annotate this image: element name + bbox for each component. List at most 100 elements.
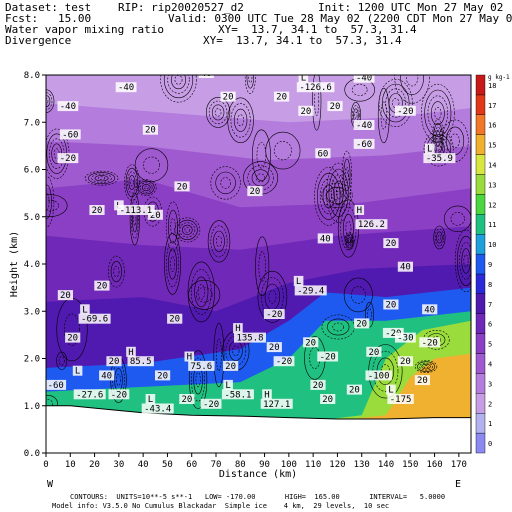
colorbar-swatch	[475, 273, 486, 294]
contour-line	[46, 92, 53, 111]
contour-label-text: 20	[276, 93, 287, 103]
colorbar-label: 7	[488, 301, 492, 309]
contour-label: L	[293, 275, 304, 287]
contour-line	[113, 266, 120, 278]
contour-line	[141, 184, 151, 192]
x-tick-label: 110	[305, 460, 321, 470]
contour-label: 60	[315, 148, 331, 159]
contour-line	[135, 179, 157, 196]
contour-label: 20	[310, 379, 326, 391]
contour-line	[210, 225, 228, 258]
x-tick-label: 100	[281, 460, 297, 470]
y-tick-label: 8.0	[24, 71, 40, 81]
contour-label: 40	[198, 75, 214, 79]
contour-line	[213, 322, 225, 388]
contour-line	[433, 225, 446, 250]
colorbar-swatch	[475, 432, 486, 454]
contour-line	[127, 171, 137, 194]
contour-label-text: -20	[203, 400, 219, 410]
contour-line	[168, 248, 177, 280]
contour-label: 20	[167, 313, 183, 325]
x-tick-label: 80	[235, 460, 246, 470]
x-tick-label: 150	[402, 460, 418, 470]
contour-line	[436, 231, 443, 244]
terrain-profile	[46, 405, 471, 453]
x-tick-label: 170	[451, 460, 467, 470]
contour-label: 40	[317, 233, 333, 244]
colorbar-swatch	[475, 94, 486, 116]
contour-line	[333, 180, 344, 206]
contour-label: -175	[387, 394, 414, 405]
colorbar-label: 3	[488, 380, 492, 388]
contour-label-text: H	[264, 390, 269, 400]
contour-line	[450, 133, 460, 149]
contour-label-text: -20	[422, 338, 438, 348]
contour-line	[415, 360, 438, 373]
contour-line	[314, 85, 320, 116]
contour-label-text: 20	[330, 102, 341, 112]
contour-line	[321, 182, 353, 208]
colorbar-label: 8	[488, 281, 492, 289]
contour-line	[343, 158, 351, 192]
contour-line	[131, 199, 139, 239]
contour-label: 20	[298, 105, 314, 117]
contour-line	[258, 251, 266, 282]
contour-label: H	[262, 389, 272, 400]
y-tick-label: 7.0	[24, 118, 40, 128]
x-tick-label: 60	[186, 460, 197, 470]
contour-line	[179, 222, 196, 238]
contour-label: 20	[57, 290, 73, 301]
contour-line	[251, 129, 271, 182]
colorbar-swatch	[475, 74, 486, 96]
contour-line	[108, 255, 125, 288]
contour-line	[213, 230, 225, 253]
y-tick-label: 5.0	[24, 213, 40, 223]
colorbar-label: 14	[488, 162, 496, 170]
contour-line	[197, 284, 205, 300]
contour-label-text: 60	[317, 149, 328, 159]
contour-label-text: -113.1	[120, 206, 153, 216]
contour-label-text: 20	[249, 187, 260, 197]
contour-label-text: 20	[385, 301, 396, 311]
y-tick-label: 2.0	[24, 355, 40, 365]
contour-label-text: -40	[356, 121, 372, 131]
contour-label-text: L	[388, 386, 393, 396]
contour-label-text: 75.6	[191, 362, 213, 372]
contour-label-text: -40	[356, 74, 372, 84]
contour-label-text: 20	[385, 239, 396, 249]
contour-line	[350, 286, 366, 304]
contour-line	[164, 233, 181, 295]
contour-label-text: H	[128, 348, 133, 358]
contour-line	[450, 212, 465, 226]
contour-line	[351, 83, 368, 96]
contour-line	[194, 276, 209, 308]
contour-line	[332, 322, 344, 332]
contour-label: -20	[273, 356, 295, 367]
contour-line	[128, 175, 136, 190]
contour-label: 20	[320, 394, 336, 405]
x-tick-label: 30	[113, 460, 124, 470]
contour-line	[347, 237, 352, 245]
contour-line	[191, 269, 212, 315]
contour-line	[247, 165, 274, 191]
contour-line	[88, 172, 116, 185]
contour-label-text: 20	[223, 93, 234, 103]
contour-line	[261, 277, 284, 317]
colorbar-label: 0	[488, 440, 492, 448]
contour-label-text: 20	[417, 376, 428, 386]
x-tick-label: 120	[329, 460, 345, 470]
contour-label: 20	[354, 318, 370, 329]
contour-label: 20	[106, 356, 122, 367]
contour-label: L	[424, 143, 435, 155]
contour-line	[328, 168, 349, 217]
contour-label: 20	[266, 342, 282, 353]
contour-label: 20	[383, 238, 399, 249]
west-label: W	[47, 479, 54, 490]
x-axis-label: Distance (km)	[219, 469, 297, 480]
colorbar-label: 13	[488, 181, 496, 189]
contour-line	[394, 75, 430, 104]
contour-label: -100	[365, 370, 392, 381]
contour-label-text: 20	[67, 334, 78, 344]
contour-line	[237, 114, 245, 127]
